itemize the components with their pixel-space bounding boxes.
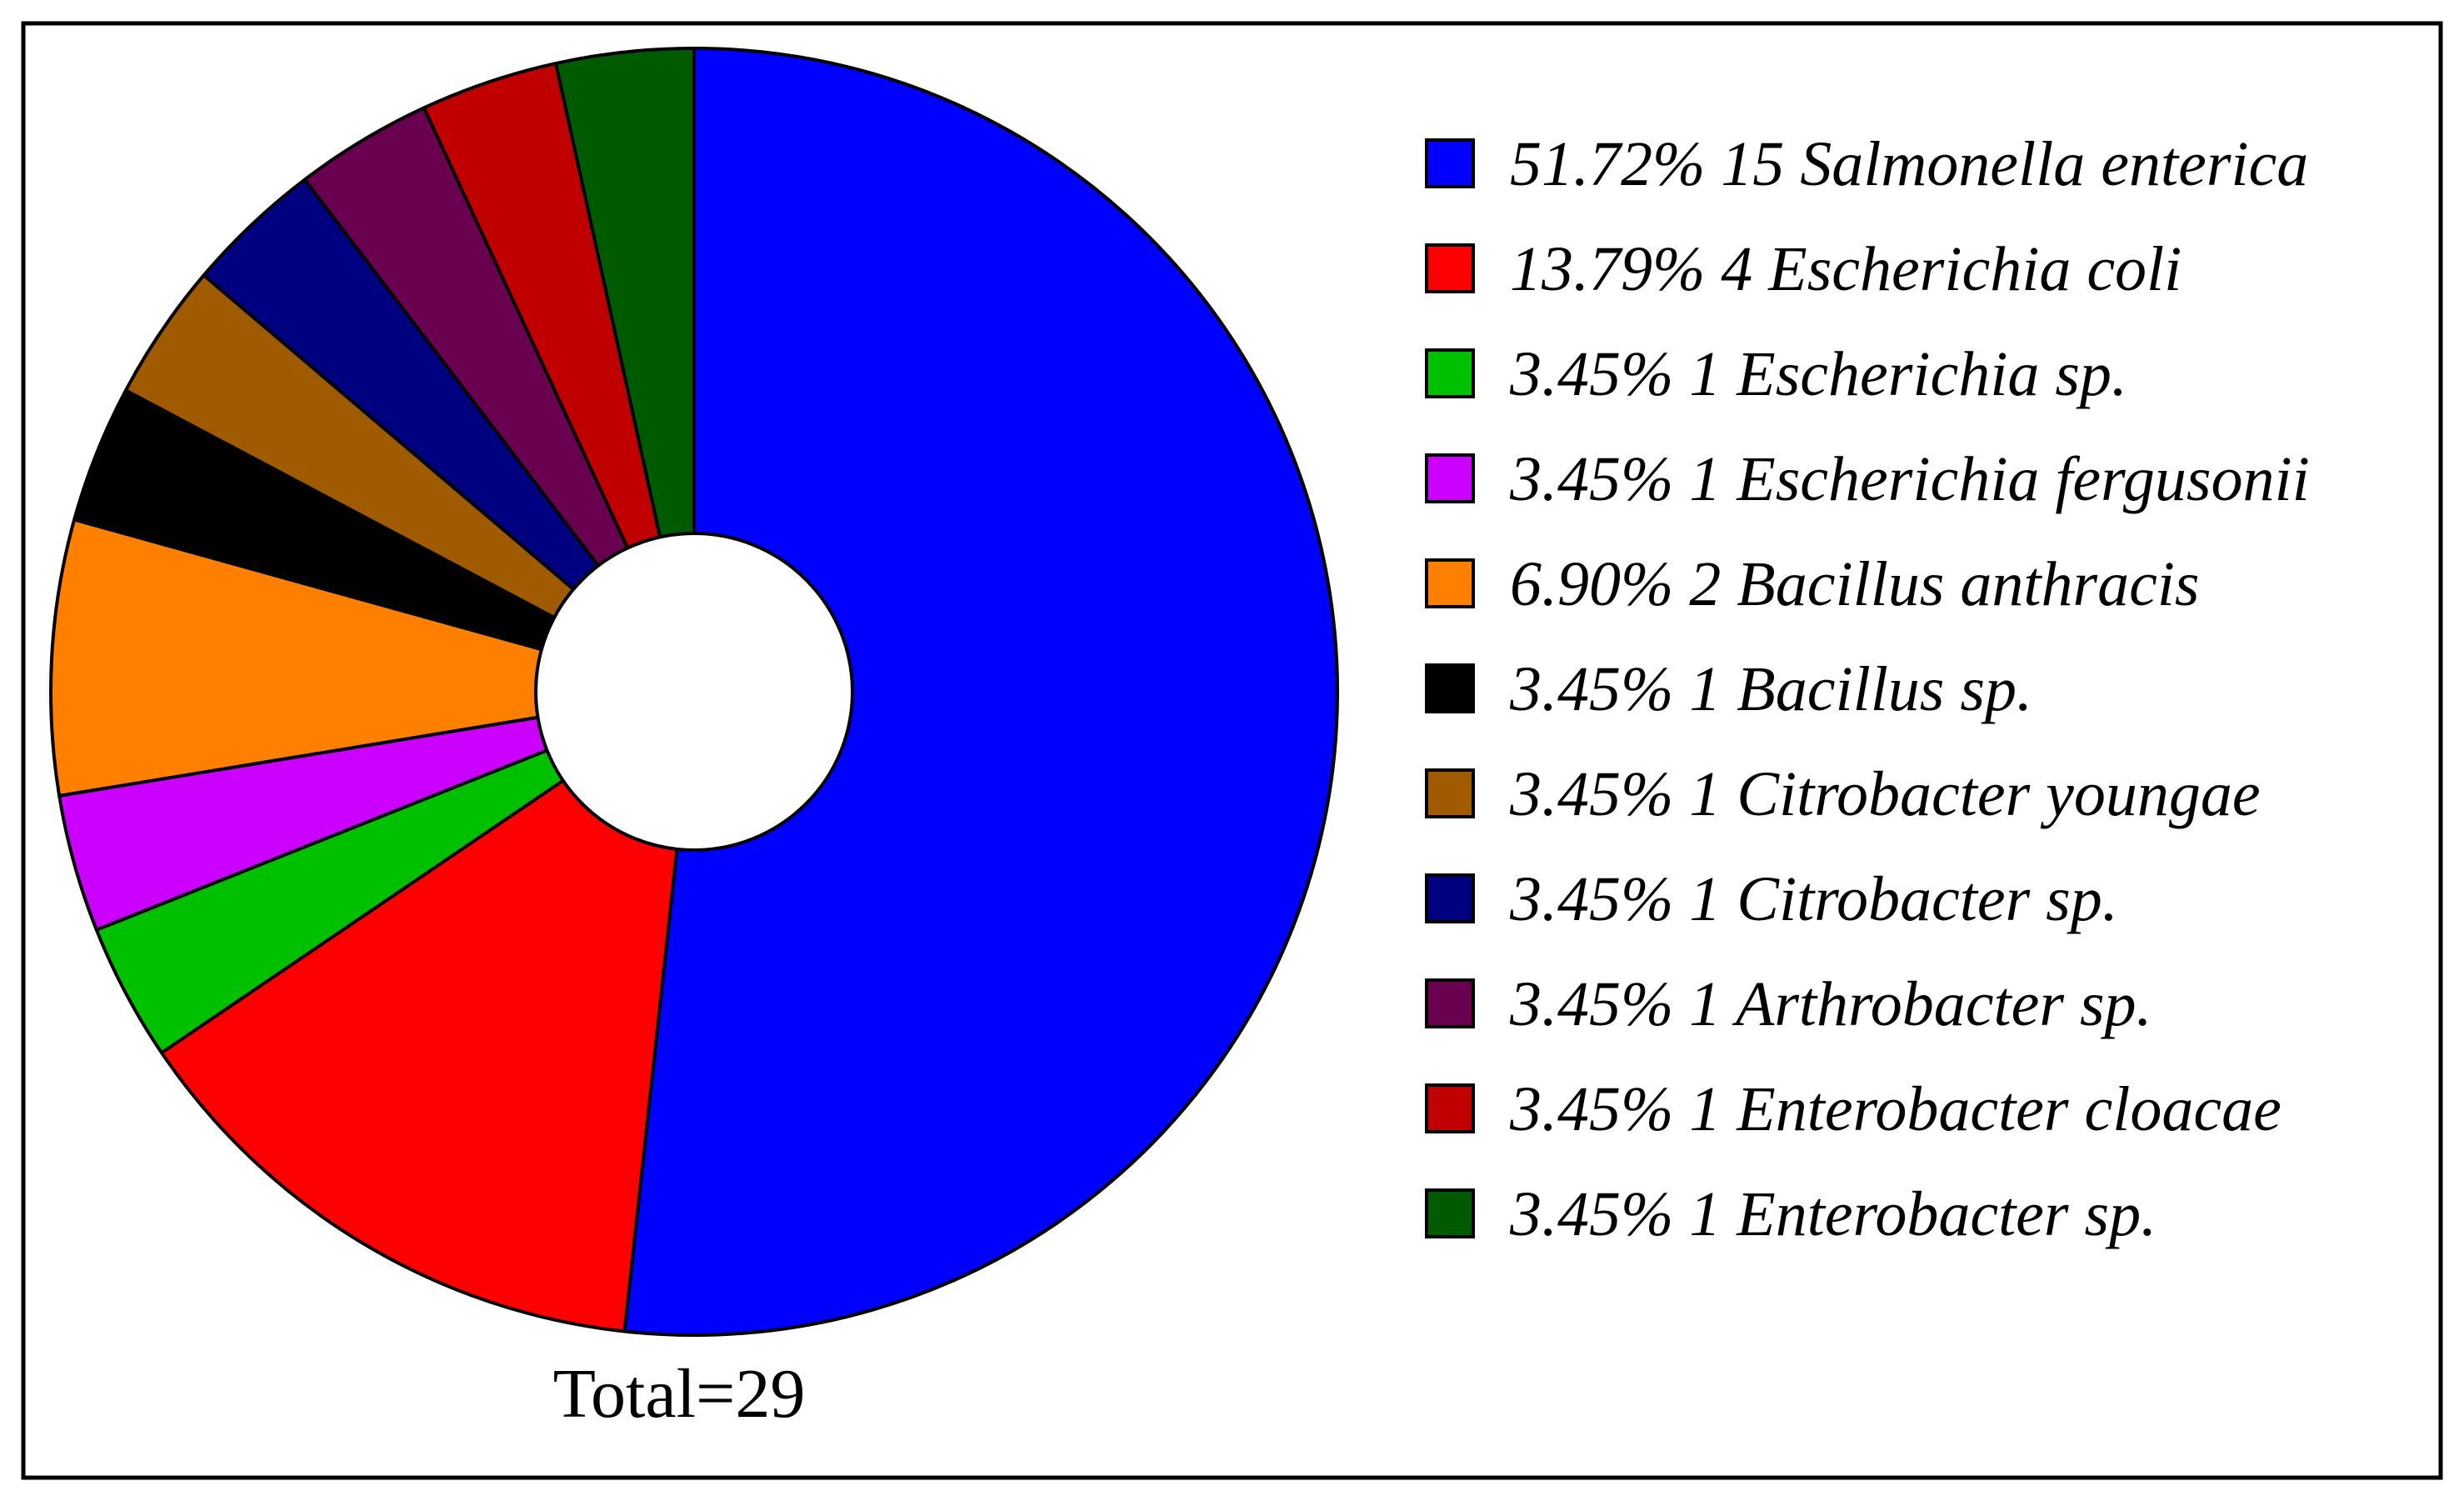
pie-slice-bacillus-anthracis	[49, 518, 696, 798]
legend-item-enterobacter-cloacae: 3.45% 1 Enterobacter cloacae	[1425, 1074, 2282, 1144]
legend-label: 3.45% 1 Escherichia fergusonii	[1509, 444, 2310, 514]
legend-swatch	[1425, 453, 1475, 503]
legend-label: 3.45% 1 Enterobacter cloacae	[1509, 1074, 2282, 1144]
legend-swatch	[1425, 873, 1475, 923]
legend-swatch	[1425, 348, 1475, 398]
legend-swatch	[1425, 558, 1475, 608]
legend-item-salmonella-enterica: 51.72% 15 Salmonella enterica	[1425, 129, 2308, 199]
legend-item-citrobacter-youngae: 3.45% 1 Citrobacter youngae	[1425, 759, 2261, 829]
legend-label: 3.45% 1 Escherichia sp.	[1509, 339, 2127, 409]
legend-item-escherichia-fergusonii: 3.45% 1 Escherichia fergusonii	[1425, 444, 2310, 514]
legend-swatch	[1425, 663, 1475, 713]
donut-slices	[49, 47, 1340, 1337]
donut-hole	[534, 532, 854, 852]
legend-swatch	[1425, 243, 1475, 293]
legend-label: 51.72% 15 Salmonella enterica	[1510, 129, 2308, 199]
legend-item-escherichia-coli: 13.79% 4 Escherichia coli	[1425, 234, 2182, 304]
legend-label: 3.45% 1 Bacillus sp.	[1509, 654, 2032, 724]
legend-item-bacillus-sp: 3.45% 1 Bacillus sp.	[1425, 654, 2032, 724]
legend-label: 3.45% 1 Enterobacter sp.	[1509, 1179, 2157, 1249]
legend-swatch	[1425, 978, 1475, 1028]
legend-label: 3.45% 1 Citrobacter sp.	[1509, 864, 2118, 934]
pie-slice-escherichia-coli	[160, 690, 696, 1333]
pie-slice-salmonella-enterica	[622, 47, 1340, 1337]
legend-item-bacillus-anthracis: 6.90% 2 Bacillus anthracis	[1425, 549, 2200, 619]
legend-swatch	[1425, 768, 1475, 818]
legend-swatch	[1425, 1083, 1475, 1133]
pie-slice-enterobacter-sp	[554, 47, 696, 693]
legend-swatch	[1425, 138, 1475, 188]
legend-label: 3.45% 1 Arthrobacter sp.	[1509, 969, 2152, 1039]
legend-item-escherichia-sp: 3.45% 1 Escherichia sp.	[1425, 339, 2127, 409]
legend-label: 3.45% 1 Citrobacter youngae	[1509, 759, 2261, 829]
legend-label: 6.90% 2 Bacillus anthracis	[1510, 549, 2200, 619]
legend-item-arthrobacter-sp: 3.45% 1 Arthrobacter sp.	[1425, 969, 2152, 1039]
legend: 51.72% 15 Salmonella enterica 13.79% 4 Es…	[1425, 129, 2310, 1249]
legend-swatch	[1425, 1188, 1475, 1238]
legend-item-citrobacter-sp: 3.45% 1 Citrobacter sp.	[1425, 864, 2118, 934]
legend-label: 13.79% 4 Escherichia coli	[1510, 234, 2182, 304]
legend-item-enterobacter-sp: 3.45% 1 Enterobacter sp.	[1425, 1179, 2157, 1249]
total-label: Total=29	[553, 1355, 806, 1433]
